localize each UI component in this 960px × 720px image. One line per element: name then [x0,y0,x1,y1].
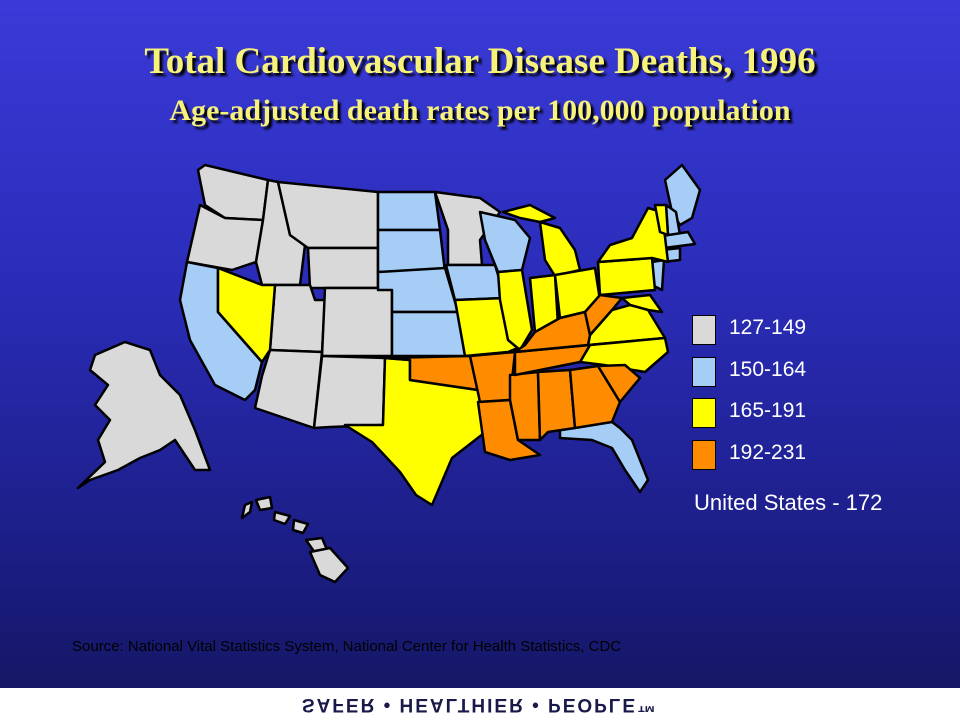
state-south-carolina [596,363,642,404]
state-hawaii-4 [291,518,310,535]
state-maryland [620,293,664,314]
state-alaska [76,340,212,490]
state-hawaii-3 [272,510,292,526]
state-hawaii-2 [254,495,274,512]
state-hawaii-1 [240,500,254,520]
legend-swatch-2 [692,357,716,387]
state-west-virginia [583,293,624,337]
state-montana [276,180,380,250]
state-minnesota [433,190,502,267]
state-south-dakota [376,228,447,274]
state-vermont [653,203,670,237]
state-michigan-up [501,203,557,224]
map-subtitle: Age-adjusted death rates per 100,000 pop… [169,94,791,127]
state-hawaii-6 [308,546,350,584]
legend-label-3: 165-191 [729,399,807,422]
state-oklahoma [383,354,480,392]
state-arizona [253,348,324,430]
state-michigan [538,220,582,278]
legend-swatch-4 [692,440,716,470]
state-georgia [568,364,622,430]
source-note: Source: National Vital Statistics System… [72,638,622,655]
state-utah [268,283,327,354]
legend-swatch-3 [692,398,716,428]
legend-label-1: 127-149 [729,316,807,339]
state-colorado [320,286,394,358]
us-average-label: United States - 172 [694,490,883,515]
footer-bar: SAFER • HEALTHIER • PEOPLE™ [0,688,960,720]
state-nevada [216,266,277,364]
footer-tagline: SAFER • HEALTHIER • PEOPLE™ [301,694,659,715]
legend-swatch-1 [692,315,716,345]
legend-label-4: 192-231 [729,441,807,464]
map-title: Total Cardiovascular Disease Deaths, 199… [144,41,816,82]
state-north-dakota [376,190,442,232]
state-kansas [390,310,467,358]
state-alabama [536,368,577,442]
state-pennsylvania [596,256,657,297]
state-florida [558,420,650,494]
state-wisconsin [478,210,532,274]
state-new-mexico [312,354,387,430]
legend-label-2: 150-164 [729,358,807,381]
state-wyoming [306,246,380,290]
